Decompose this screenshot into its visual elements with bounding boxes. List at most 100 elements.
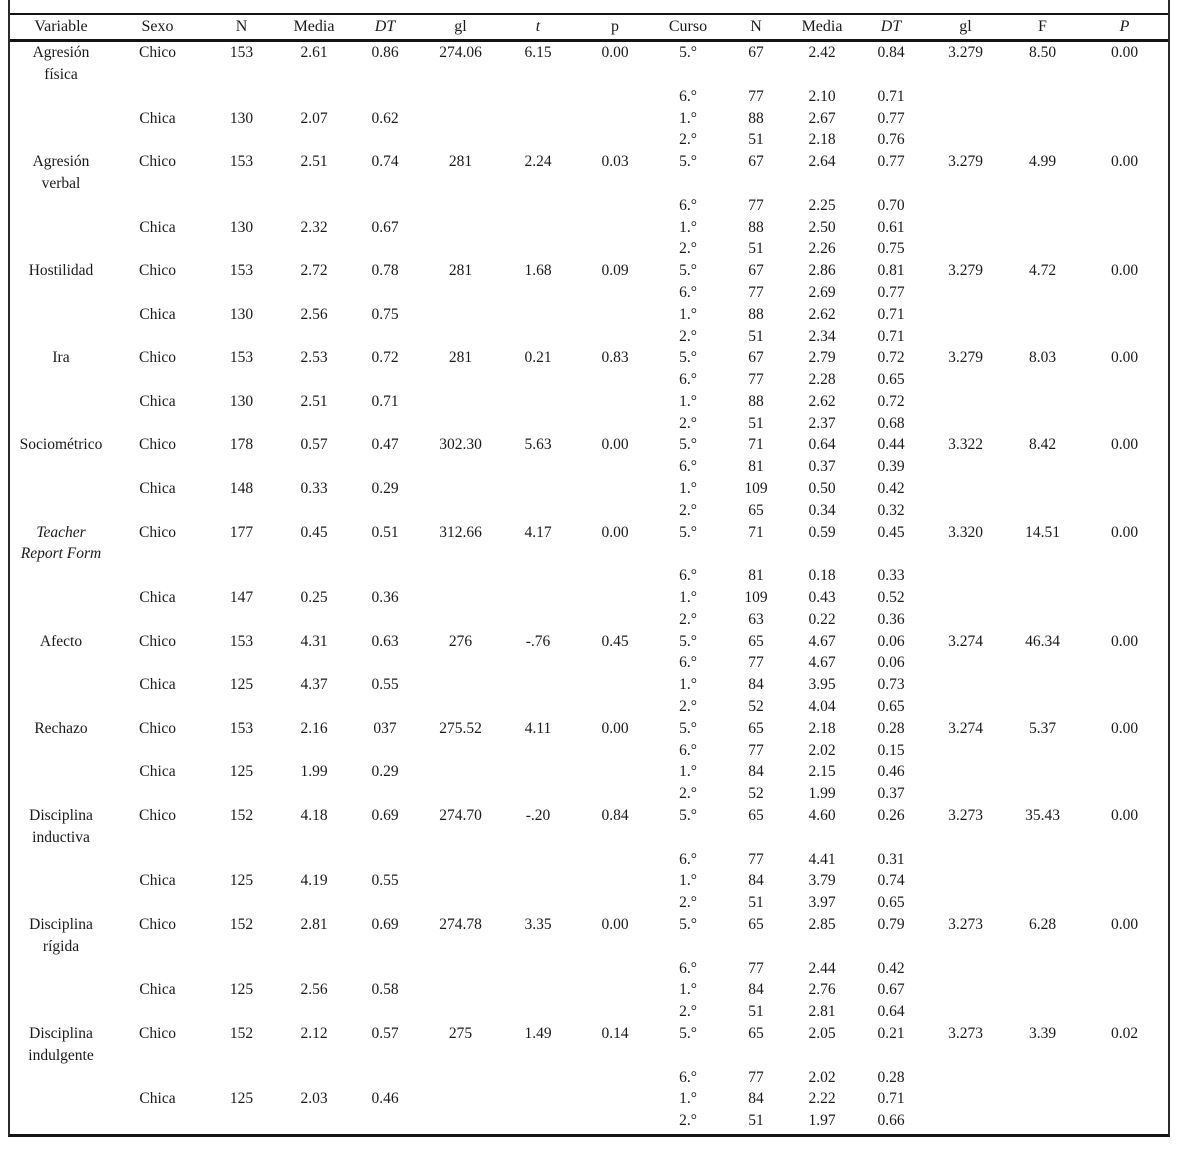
cell-curso-gl (927, 282, 1004, 304)
cell-curso-f (1004, 107, 1081, 129)
cell-sexo-dt (348, 369, 422, 391)
cell-sexo (112, 957, 203, 979)
cell-sexo: Chico (138, 349, 177, 367)
cell-curso-media: 2.37 (808, 414, 836, 432)
cell-sexo-gl (422, 761, 499, 783)
cell-curso-n: 77 (748, 741, 764, 759)
table-row: Chica 130 2.56 0.75 1.° 88 2.62 0.71 (10, 304, 1168, 326)
cell-curso-p: 0.00 (1110, 632, 1139, 650)
cell-curso-dt (855, 1045, 927, 1067)
table-row: 2.° 51 2.18 0.76 (10, 129, 1168, 151)
cell-curso: 5.° (679, 436, 697, 454)
cell-sexo-media (280, 129, 348, 151)
cell-curso (653, 827, 723, 849)
cell-sexo-dt (348, 325, 422, 347)
cell-curso-f: 8.50 (1028, 44, 1057, 62)
cell-curso-f (1004, 1066, 1081, 1088)
cell-curso-n: 51 (748, 1003, 764, 1021)
cell-curso-media (789, 173, 855, 195)
cell-sexo-media (280, 456, 348, 478)
cell-curso-gl (927, 1045, 1004, 1067)
cell-curso-f (1004, 1110, 1081, 1132)
cell-curso-f (1004, 827, 1081, 849)
cell-sexo: Chica (139, 109, 176, 127)
cell-sexo-p (577, 543, 653, 565)
cell-variable (10, 500, 112, 522)
cell-curso-gl (927, 543, 1004, 565)
cell-sexo-media (280, 282, 348, 304)
cell-curso-f (1004, 369, 1081, 391)
cell-curso-media: 2.25 (808, 196, 836, 214)
cell-sexo-p (577, 129, 653, 151)
cell-curso-gl (927, 652, 1004, 674)
cell-sexo: Chico (138, 807, 177, 825)
cell-curso: 1.° (679, 872, 697, 890)
cell-curso-p: 0.00 (1110, 349, 1139, 367)
cell-sexo-p (577, 979, 653, 1001)
cell-sexo-n: 125 (229, 1090, 254, 1108)
cell-curso-dt: 0.42 (877, 959, 905, 977)
cell-curso-p (1081, 173, 1168, 195)
cell-curso-f: 8.42 (1028, 436, 1057, 454)
cell-curso-p (1081, 325, 1168, 347)
table-row: Chica 147 0.25 0.36 1.° 109 0.43 0.52 (10, 587, 1168, 609)
cell-curso-f: 6.28 (1028, 916, 1057, 934)
table-row: Disciplina Chico 152 2.12 0.57 275 1.49 0.14 5.°… (10, 1023, 1168, 1045)
cell-curso-n: 77 (748, 850, 764, 868)
table-row: Afecto Chico 153 4.31 0.63 276 -.76 0.45 5.° 65 4.… (10, 631, 1168, 653)
cell-sexo (112, 195, 203, 217)
cell-curso-n: 77 (748, 371, 764, 389)
cell-curso-gl (927, 478, 1004, 500)
cell-sexo-p (577, 1066, 653, 1088)
cell-sexo-p (577, 238, 653, 260)
cell-curso-media: 2.64 (808, 153, 836, 171)
cell-curso-dt: 0.76 (877, 131, 905, 149)
cell-sexo-dt (348, 1001, 422, 1023)
cell-curso-gl: 3.274 (948, 719, 983, 737)
cell-curso-p (1081, 216, 1168, 238)
cell-curso-media: 2.67 (808, 109, 836, 127)
cell-sexo-gl (422, 936, 499, 958)
cell-variable: Agresión (32, 44, 90, 62)
cell-sexo-dt (348, 1045, 422, 1067)
cell-sexo-dt (348, 783, 422, 805)
cell-sexo-dt (348, 195, 422, 217)
cell-curso-media: 0.18 (808, 567, 836, 585)
table-row: Chica 130 2.07 0.62 1.° 88 2.67 0.77 (10, 107, 1168, 129)
cell-curso-p (1081, 696, 1168, 718)
cell-curso-p (1081, 107, 1168, 129)
cell-curso-dt: 0.71 (877, 327, 905, 345)
cell-variable (10, 565, 112, 587)
cell-sexo-media (280, 1110, 348, 1132)
cell-sexo-p: 0.00 (601, 719, 629, 737)
cell-variable (10, 979, 112, 1001)
cell-sexo-p (577, 783, 653, 805)
cell-curso-media: 2.05 (808, 1025, 836, 1042)
cell-curso-n: 65 (748, 719, 764, 737)
table-row: Disciplina Chico 152 2.81 0.69 274.78 3.35 0.00… (10, 914, 1168, 936)
cell-sexo-n: 153 (229, 349, 254, 367)
cell-sexo-p (577, 609, 653, 631)
cell-sexo (112, 325, 203, 347)
cell-curso-n: 77 (748, 1068, 764, 1086)
cell-sexo-dt: 0.36 (371, 589, 399, 607)
statistics-table-wrap: Variable Sexo N Media DT gl t p Curso N … (10, 13, 1168, 1132)
cell-curso-media: 1.99 (808, 785, 836, 803)
cell-sexo-dt: 0.75 (371, 305, 399, 323)
cell-curso-media: 2.42 (808, 44, 836, 62)
cell-curso-n: 67 (748, 349, 764, 367)
cell-sexo-media (280, 369, 348, 391)
cell-curso-p (1081, 1066, 1168, 1088)
cell-sexo-media: 4.19 (300, 872, 328, 890)
cell-curso-dt: 0.28 (877, 719, 905, 737)
cell-sexo-t (499, 761, 577, 783)
cell-sexo-dt (348, 500, 422, 522)
cell-sexo-p (577, 1088, 653, 1110)
cell-sexo-t: 2.24 (524, 153, 552, 171)
cell-sexo-dt (348, 565, 422, 587)
cell-sexo-gl (422, 1066, 499, 1088)
cell-curso-media: 0.64 (808, 436, 836, 454)
cell-curso-media: 0.34 (808, 501, 836, 519)
cell-variable: rígida (42, 937, 80, 955)
column-header-p-curso: P (1081, 13, 1168, 42)
